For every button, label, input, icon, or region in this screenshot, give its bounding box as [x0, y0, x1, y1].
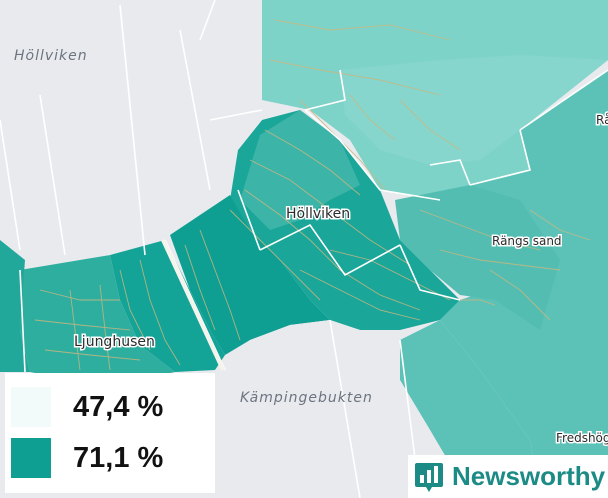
area-north-strip [340, 55, 608, 165]
falsterbo-canal [161, 239, 225, 371]
legend-swatch-high [11, 438, 51, 478]
area-rangs-sand [395, 185, 560, 330]
brand-badge[interactable]: Newsworthy [408, 455, 608, 498]
area-southeast [400, 320, 540, 498]
water-label-kampingebukten: Kämpingebukten [240, 390, 373, 406]
area-falsterbo-canal-east [170, 195, 330, 355]
legend-value-low: 47,4 % [73, 390, 164, 423]
place-label-ra: Rå [596, 113, 608, 127]
legend-value-high: 71,1 % [73, 441, 164, 474]
legend: 47,4 % 71,1 % [5, 373, 215, 493]
road-network [34, 19, 591, 371]
brand-name: Newsworthy [452, 461, 606, 491]
water-label-hollviken: Höllviken [14, 48, 88, 64]
area-ljunghusen [20, 255, 175, 380]
legend-item-high: 71,1 % [5, 433, 163, 483]
legend-swatch-low [11, 387, 51, 427]
bar-chart-badge-icon [415, 462, 443, 492]
place-label-rangs-sand: Rängs sand [492, 234, 562, 248]
place-label-fredshog: Fredshög [556, 431, 608, 445]
area-canal-west [110, 240, 225, 372]
legend-item-low: 47,4 % [5, 382, 163, 432]
place-label-hollviken: Höllviken [286, 206, 350, 222]
bay-water [0, 0, 262, 262]
kampingebukten-water [215, 320, 470, 498]
area-far-west [0, 240, 30, 372]
area-hollviken-north [240, 110, 360, 230]
place-label-ljunghusen: Ljunghusen [74, 334, 155, 350]
